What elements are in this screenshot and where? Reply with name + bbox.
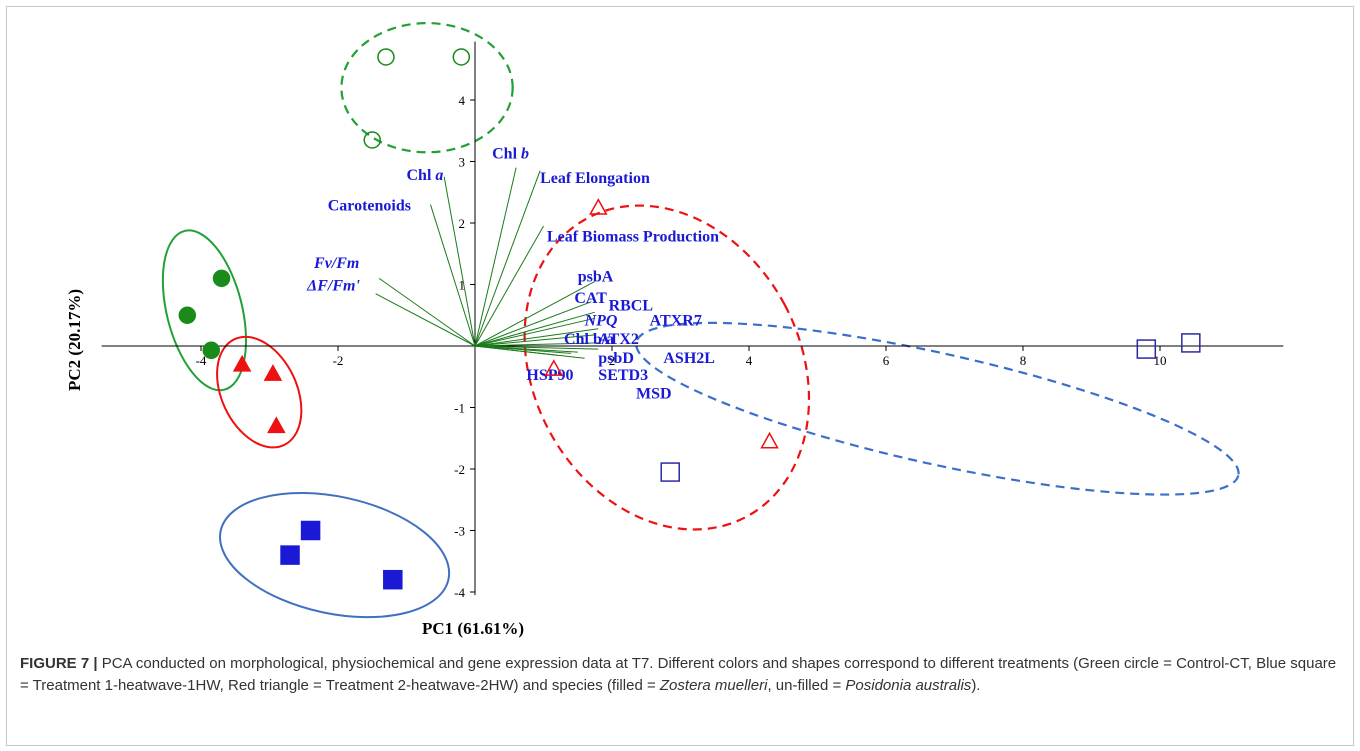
loading-label-msd: MSD (636, 385, 672, 402)
loading-vector (474, 328, 599, 347)
loading-vector (474, 342, 599, 347)
loading-label-psba: psbA (578, 268, 614, 285)
x-tick-label: 8 (1020, 353, 1027, 368)
point-triangle (544, 359, 564, 376)
y-tick-label: -3 (454, 524, 465, 539)
loading-label-npq: NPQ (584, 313, 618, 330)
loading-vector (474, 317, 595, 347)
loading-label-atxr7: ATXR7 (650, 313, 702, 330)
loading-label-leafel: Leaf Elongation (540, 170, 650, 187)
loading-label-italic: a (435, 167, 443, 184)
point-circle (377, 48, 395, 66)
y-tick-label: 4 (459, 93, 466, 108)
y-tick-label: 2 (459, 216, 466, 231)
point-circle (363, 131, 381, 149)
loading-label-dffm: ΔF/Fm' (306, 278, 360, 295)
loading-vector (474, 167, 517, 347)
loading-vector (474, 301, 592, 347)
loading-vector (474, 225, 544, 347)
figure-caption: FIGURE 7 | PCA conducted on morphologica… (20, 653, 1340, 697)
ellipse-green-open (340, 22, 514, 154)
loading-label-ash2l: ASH2L (663, 350, 715, 367)
loading-vector (474, 170, 541, 347)
loading-label-chlb: Chl b (492, 145, 529, 162)
point-square (383, 569, 403, 590)
point-square (280, 545, 300, 565)
y-tick-label: 3 (459, 155, 466, 170)
loading-labels: Chl b Chl a Leaf Elongation Carotenoids Leaf… (306, 145, 719, 402)
caption-text-1: PCA conducted on morphological, physioch… (20, 655, 1337, 694)
point-square (1181, 333, 1201, 353)
pca-biplot: -4 -2 2 4 6 8 10 4 3 2 1 -1 -2 -3 -4 Chl b Chl a Leaf El… (65, 22, 1284, 638)
point-square (660, 462, 680, 482)
point-circle (452, 48, 471, 66)
loading-vector (474, 280, 596, 347)
point-triangle (267, 416, 286, 434)
loading-label-cat: CAT (574, 290, 607, 307)
loading-vector (474, 311, 596, 347)
ellipse-blue-open (635, 321, 1240, 496)
figure-label: FIGURE 7 | (20, 655, 98, 672)
y-tick-label: -4 (454, 585, 465, 600)
y-tick-label: -1 (454, 401, 465, 416)
point-square (1136, 339, 1157, 359)
loading-label-leafbio: Leaf Biomass Production (547, 228, 719, 245)
loading-label-psbd: psbD (598, 350, 634, 367)
group-ellipses (161, 22, 1240, 619)
x-tick-label: 10 (1154, 353, 1167, 368)
x-tick-label: -4 (196, 353, 207, 368)
ellipse-red-open (523, 204, 811, 531)
loading-vector (474, 334, 595, 347)
x-tick-label: 4 (746, 353, 753, 368)
point-triangle (760, 431, 779, 449)
axes: -4 -2 2 4 6 8 10 4 3 2 1 -1 -2 -3 -4 (101, 41, 1284, 600)
loading-label-chla: Chl a (407, 167, 444, 184)
y-tick-label: 1 (459, 278, 466, 293)
loading-label-setd3: SETD3 (598, 367, 648, 384)
loading-label-atx2: ATX2 (598, 331, 639, 348)
ellipse-red-filled (216, 335, 303, 449)
loading-vector (443, 176, 476, 347)
ellipse-blue-filled (219, 492, 451, 619)
score-points (178, 48, 1201, 590)
loading-label-chlba: Chl b/a (564, 331, 614, 348)
species-name-1: Zostera muelleri (659, 677, 768, 694)
point-circle (178, 306, 197, 324)
loading-label-fvfm: Fv/Fm (313, 255, 359, 272)
loading-vector (474, 345, 571, 354)
x-tick-label: -2 (333, 353, 344, 368)
x-axis-title: PC1 (61.61%) (422, 619, 524, 638)
caption-text-2: , un-filled = (767, 677, 846, 694)
y-tick-label: -2 (454, 462, 465, 477)
loading-vector (474, 345, 599, 350)
loading-vectors (375, 167, 599, 359)
point-circle (202, 341, 221, 360)
loading-vector (378, 277, 476, 347)
point-square (300, 520, 321, 541)
x-tick-label: 2 (609, 353, 616, 368)
loading-vector (474, 345, 585, 359)
loading-label-rbcl: RBCL (609, 297, 653, 314)
loading-vector (375, 293, 476, 347)
point-triangle (232, 354, 252, 372)
figure-frame (6, 6, 1354, 746)
caption-text-3: ). (971, 677, 981, 694)
point-triangle (263, 364, 283, 381)
point-triangle (589, 198, 608, 215)
species-name-2: Posidonia australis (845, 677, 972, 694)
y-axis-title: PC2 (20.17%) (65, 289, 84, 391)
loading-label-italic: b (521, 145, 529, 162)
ellipse-green-filled (161, 229, 247, 392)
x-tick-label: 6 (883, 353, 890, 368)
loading-label-carot: Carotenoids (328, 198, 411, 215)
loading-vector (429, 204, 476, 347)
point-circle (212, 269, 231, 288)
